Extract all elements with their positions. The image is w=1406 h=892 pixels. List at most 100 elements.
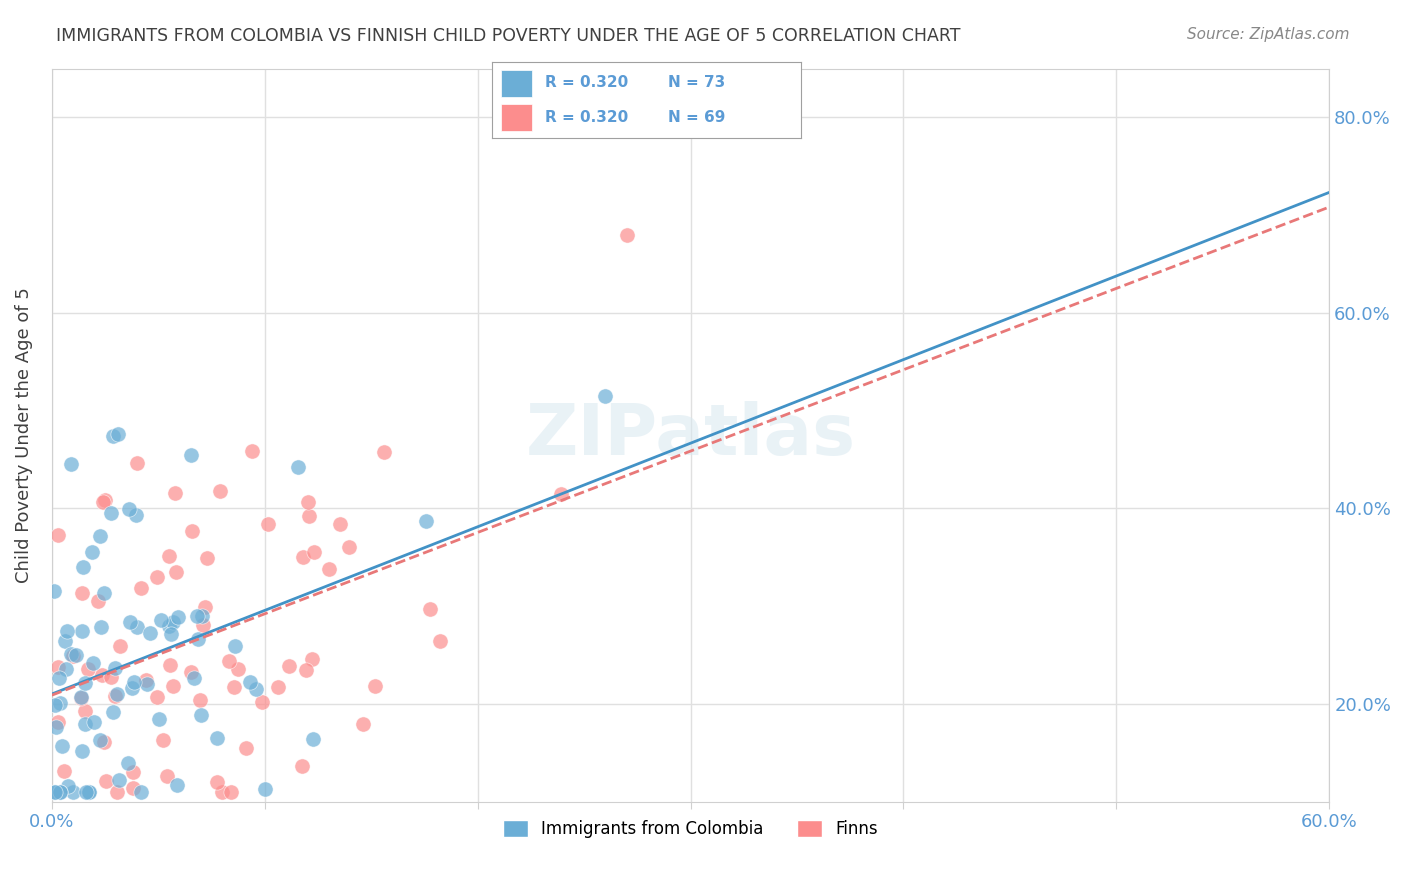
Finns	[181, 524, 204, 538]
Finns	[277, 658, 299, 673]
Immigrants from Colombia	[167, 609, 190, 624]
Finns	[616, 227, 638, 242]
Immigrants from Colombia	[55, 662, 77, 676]
Immigrants from Colombia	[49, 785, 72, 799]
Finns	[75, 704, 97, 718]
Finns	[94, 774, 117, 789]
Bar	[502, 104, 533, 130]
Immigrants from Colombia	[124, 508, 146, 523]
Text: N = 69: N = 69	[668, 110, 725, 125]
Finns	[429, 633, 451, 648]
Finns	[329, 517, 352, 532]
Immigrants from Colombia	[56, 624, 79, 638]
Immigrants from Colombia	[245, 681, 267, 696]
Finns	[226, 663, 249, 677]
Immigrants from Colombia	[108, 773, 131, 788]
Finns	[91, 495, 114, 509]
Finns	[69, 690, 91, 705]
Finns	[100, 670, 122, 684]
Immigrants from Colombia	[77, 785, 100, 799]
Finns	[146, 690, 169, 705]
Immigrants from Colombia	[105, 687, 128, 701]
Finns	[46, 659, 69, 673]
Immigrants from Colombia	[70, 744, 93, 758]
Immigrants from Colombia	[75, 785, 97, 799]
Immigrants from Colombia	[83, 714, 105, 729]
Immigrants from Colombia	[162, 615, 184, 630]
Finns	[195, 550, 218, 565]
Immigrants from Colombia	[129, 785, 152, 799]
Immigrants from Colombia	[127, 620, 149, 634]
Finns	[70, 586, 93, 600]
Finns	[165, 565, 187, 579]
Bar	[502, 70, 533, 96]
Immigrants from Colombia	[107, 426, 129, 441]
Finns	[77, 662, 100, 676]
Finns	[190, 693, 212, 707]
Immigrants from Colombia	[207, 731, 229, 746]
Immigrants from Colombia	[90, 620, 112, 634]
Finns	[104, 689, 127, 703]
Finns	[163, 486, 186, 500]
Immigrants from Colombia	[118, 502, 141, 516]
Immigrants from Colombia	[42, 583, 65, 598]
Immigrants from Colombia	[287, 460, 309, 475]
Immigrants from Colombia	[103, 660, 125, 674]
Immigrants from Colombia	[101, 705, 124, 719]
Finns	[152, 732, 174, 747]
Finns	[194, 600, 217, 615]
Immigrants from Colombia	[93, 586, 115, 600]
Immigrants from Colombia	[65, 648, 87, 663]
Immigrants from Colombia	[44, 698, 66, 713]
Finns	[180, 665, 202, 679]
Finns	[298, 508, 321, 523]
Immigrants from Colombia	[73, 716, 96, 731]
Finns	[297, 494, 319, 508]
Immigrants from Colombia	[100, 506, 122, 520]
Finns	[135, 673, 157, 688]
Immigrants from Colombia	[80, 544, 103, 558]
Immigrants from Colombia	[166, 779, 188, 793]
Immigrants from Colombia	[157, 619, 180, 633]
Finns	[87, 593, 110, 607]
Immigrants from Colombia	[117, 756, 139, 770]
Immigrants from Colombia	[70, 690, 93, 704]
Immigrants from Colombia	[48, 785, 70, 799]
Finns	[318, 561, 340, 575]
Finns	[108, 639, 131, 653]
Finns	[291, 759, 314, 773]
Immigrants from Colombia	[59, 457, 82, 471]
Immigrants from Colombia	[122, 675, 145, 690]
Immigrants from Colombia	[101, 429, 124, 443]
Finns	[191, 617, 214, 632]
Immigrants from Colombia	[53, 634, 76, 648]
Immigrants from Colombia	[139, 625, 162, 640]
Immigrants from Colombia	[118, 615, 141, 629]
Immigrants from Colombia	[149, 613, 172, 627]
Finns	[52, 764, 75, 778]
Immigrants from Colombia	[253, 782, 276, 797]
Finns	[352, 717, 374, 731]
Immigrants from Colombia	[595, 389, 617, 403]
Finns	[205, 775, 228, 789]
Finns	[364, 679, 387, 693]
Immigrants from Colombia	[180, 448, 202, 462]
Immigrants from Colombia	[72, 560, 94, 574]
Finns	[219, 785, 242, 799]
Finns	[339, 541, 361, 555]
Immigrants from Colombia	[42, 785, 65, 799]
Immigrants from Colombia	[49, 697, 72, 711]
Finns	[162, 679, 184, 693]
Finns	[419, 601, 441, 615]
Finns	[122, 765, 145, 780]
Finns	[157, 549, 180, 563]
Finns	[550, 487, 572, 501]
Immigrants from Colombia	[239, 674, 262, 689]
Y-axis label: Child Poverty Under the Age of 5: Child Poverty Under the Age of 5	[15, 287, 32, 583]
Immigrants from Colombia	[82, 656, 104, 670]
Finns	[295, 663, 318, 677]
Finns	[304, 545, 326, 559]
Finns	[218, 654, 240, 668]
Finns	[127, 456, 149, 470]
Finns	[105, 785, 128, 799]
